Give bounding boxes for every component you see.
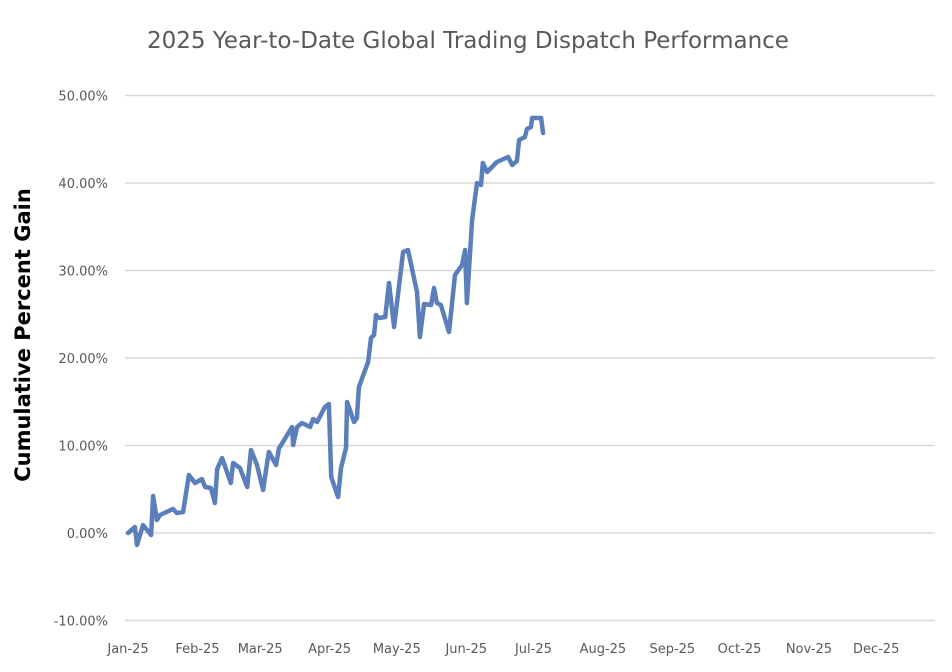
x-tick-label: Jan-25: [106, 642, 148, 657]
gridlines: [125, 94, 935, 622]
y-tick-label: -10.00%: [54, 615, 108, 630]
y-tick-label: 20.00%: [58, 352, 108, 367]
series-line-cumulative-gain: [125, 115, 546, 548]
y-tick-label: 40.00%: [58, 177, 108, 192]
y-tick-label: 30.00%: [58, 265, 108, 280]
x-tick-label: Sep-25: [649, 642, 695, 657]
x-tick-label: Mar-25: [238, 642, 283, 657]
y-tick-label: 50.00%: [58, 90, 108, 105]
x-tick-label: Apr-25: [308, 642, 351, 657]
x-tick-label: Aug-25: [580, 642, 627, 657]
x-tick-label: May-25: [373, 642, 421, 657]
x-tick-label: Jul-25: [514, 642, 552, 657]
x-tick-labels: Jan-25 Feb-25 Mar-25 Apr-25 May-25 Jun-25 Jul-…: [106, 642, 899, 657]
y-tick-label: 10.00%: [58, 440, 108, 455]
x-tick-label: Nov-25: [786, 642, 832, 657]
x-tick-label: Feb-25: [175, 642, 219, 657]
y-axis-title: Cumulative Percent Gain: [11, 188, 35, 482]
x-tick-label: Oct-25: [718, 642, 762, 657]
chart-title: 2025 Year-to-Date Global Trading Dispatc…: [147, 28, 789, 54]
x-tick-label: Jun-25: [444, 642, 487, 657]
y-tick-label: 0.00%: [67, 527, 108, 542]
x-tick-label: Dec-25: [853, 642, 899, 657]
y-tick-labels: -10.00% 0.00% 10.00% 20.00% 30.00% 40.00% 50.0…: [54, 90, 108, 630]
